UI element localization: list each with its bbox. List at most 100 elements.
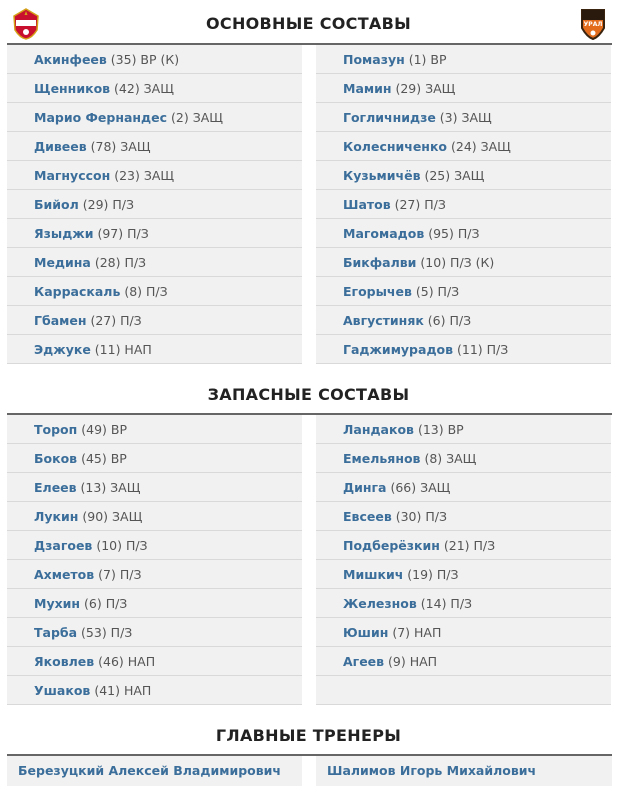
player-row: Шатов (27) П/З xyxy=(316,190,611,219)
player-name-link[interactable]: Яковлев xyxy=(34,654,95,669)
player-info: (42) ЗАЩ xyxy=(110,81,174,96)
player-row: Языджи (97) П/З xyxy=(7,219,302,248)
player-info: (90) ЗАЩ xyxy=(78,509,143,524)
player-info: (23) ЗАЩ xyxy=(110,168,175,183)
player-row: Мамин (29) ЗАЩ xyxy=(316,74,611,103)
player-info: (30) П/З xyxy=(391,509,447,524)
svg-text:УРАЛ: УРАЛ xyxy=(584,21,603,28)
player-info: (24) ЗАЩ xyxy=(447,139,511,154)
player-info: (45) ВР xyxy=(77,451,127,466)
player-row: Ушаков (41) НАП xyxy=(7,676,302,705)
player-name-link[interactable]: Дивеев xyxy=(34,139,87,154)
player-name-link[interactable]: Акинфеев xyxy=(34,52,107,67)
player-name-link[interactable]: Ахметов xyxy=(34,567,95,582)
player-name-link[interactable]: Мишкич xyxy=(343,567,404,582)
player-row: Яковлев (46) НАП xyxy=(7,647,302,676)
player-info: (10) П/З (К) xyxy=(416,255,495,270)
player-row: Боков (45) ВР xyxy=(7,444,302,473)
player-row: Тороп (49) ВР xyxy=(7,415,302,444)
player-info: (7) НАП xyxy=(388,625,442,640)
player-name-link[interactable]: Тороп xyxy=(34,422,78,437)
player-name-link[interactable]: Языджи xyxy=(34,226,94,241)
player-name-link[interactable]: Бикфалви xyxy=(343,255,417,270)
player-info: (8) ЗАЩ xyxy=(420,451,477,466)
home-coach[interactable]: Березуцкий Алексей Владимирович xyxy=(7,756,302,786)
player-name-link[interactable]: Карраскаль xyxy=(34,284,121,299)
player-name-link[interactable]: Кузьмичёв xyxy=(343,168,421,183)
player-name-link[interactable]: Гбамен xyxy=(34,313,87,328)
player-name-link[interactable]: Лукин xyxy=(34,509,79,524)
divider xyxy=(7,413,612,415)
player-name-link[interactable]: Августиняк xyxy=(343,313,424,328)
player-name-link[interactable]: Железнов xyxy=(343,596,417,611)
player-info: (6) П/З xyxy=(80,596,128,611)
player-info: (27) П/З xyxy=(390,197,446,212)
player-name-link[interactable]: Юшин xyxy=(343,625,389,640)
player-info: (53) П/З xyxy=(77,625,133,640)
player-row: Эджуке (11) НАП xyxy=(7,335,302,364)
player-name-link[interactable]: Елеев xyxy=(34,480,77,495)
player-name-link[interactable]: Агеев xyxy=(343,654,385,669)
player-row: Карраскаль (8) П/З xyxy=(7,277,302,306)
player-info: (14) П/З xyxy=(416,596,473,611)
player-row: Подберёзкин (21) П/З xyxy=(316,531,611,560)
player-row: Елеев (13) ЗАЩ xyxy=(7,473,302,502)
player-row: Дивеев (78) ЗАЩ xyxy=(7,132,302,161)
player-row: Щенников (42) ЗАЩ xyxy=(7,74,302,103)
player-row: Кузьмичёв (25) ЗАЩ xyxy=(316,161,611,190)
player-row: Железнов (14) П/З xyxy=(316,589,611,618)
player-name-link[interactable]: Боков xyxy=(34,451,78,466)
player-name-link[interactable]: Гаджимурадов xyxy=(343,342,454,357)
player-row: Емельянов (8) ЗАЩ xyxy=(316,444,611,473)
player-name-link[interactable]: Дзагоев xyxy=(34,538,93,553)
home-starting-list: Акинфеев (35) ВР (К) Щенников (42) ЗАЩ Мар… xyxy=(7,45,302,364)
player-name-link[interactable]: Гоглични​дзе xyxy=(343,110,436,125)
player-name-link[interactable]: Щенников xyxy=(34,81,111,96)
section-title-subs: ЗАПАСНЫЕ СОСТАВЫ xyxy=(207,385,410,404)
player-name-link[interactable]: Тарба xyxy=(34,625,78,640)
player-row: Бийол (29) П/З xyxy=(7,190,302,219)
player-name-link[interactable]: Подберёзкин xyxy=(343,538,440,553)
player-name-link[interactable]: Медина xyxy=(34,255,91,270)
player-name-link[interactable]: Магомадов xyxy=(343,226,425,241)
player-name-link[interactable]: Емельянов xyxy=(343,451,421,466)
player-row: Гбамен (27) П/З xyxy=(7,306,302,335)
player-name-link[interactable]: Динга xyxy=(343,480,387,495)
player-info: (28) П/З xyxy=(90,255,147,270)
away-coach[interactable]: Шалимов Игорь Михайлович xyxy=(316,756,612,786)
home-subs-list: Тороп (49) ВР Боков (45) ВР Елеев (13) ЗАЩ… xyxy=(7,415,302,705)
player-name-link[interactable]: Ландаков xyxy=(343,422,414,437)
away-subs-list: Ландаков (13) ВР Емельянов (8) ЗАЩ Динга (… xyxy=(316,415,611,705)
player-row: Ландаков (13) ВР xyxy=(316,415,611,444)
player-name-link[interactable]: Колесниченко xyxy=(343,139,448,154)
ural-logo: УРАЛ xyxy=(581,9,605,40)
player-row: Марио Фернандес (2) ЗАЩ xyxy=(7,103,302,132)
player-row: Гоглични​дзе (3) ЗАЩ xyxy=(316,103,611,132)
player-name-link[interactable]: Бийол xyxy=(34,197,79,212)
player-name-link[interactable]: Магнуссон xyxy=(34,168,111,183)
divider xyxy=(7,43,612,45)
section-title-starting: ОСНОВНЫЕ СОСТАВЫ xyxy=(206,14,411,33)
player-info: (3) ЗАЩ xyxy=(435,110,492,125)
player-info: (21) П/З xyxy=(439,538,496,553)
away-starting-list: Помазун (1) ВР Мамин (29) ЗАЩ Гоглични​дзе… xyxy=(316,45,611,364)
player-name-link[interactable]: Эджуке xyxy=(34,342,91,357)
player-row: Мишкич (19) П/З xyxy=(316,560,611,589)
player-row: Мухин (6) П/З xyxy=(7,589,302,618)
player-name-link[interactable]: Евсеев xyxy=(343,509,392,524)
player-info: (35) ВР (К) xyxy=(106,52,180,67)
player-row: Евсеев (30) П/З xyxy=(316,502,611,531)
player-info: (10) П/З xyxy=(92,538,148,553)
player-row: Динга (66) ЗАЩ xyxy=(316,473,611,502)
player-name-link[interactable]: Шатов xyxy=(343,197,391,212)
player-info: (1) ВР xyxy=(404,52,447,67)
player-name-link[interactable]: Помазун xyxy=(343,52,405,67)
player-name-link[interactable]: Мухин xyxy=(34,596,81,611)
player-name-link[interactable]: Марио Фернандес xyxy=(34,110,168,125)
player-name-link[interactable]: Егорычев xyxy=(343,284,412,299)
player-name-link[interactable]: Ушаков xyxy=(34,683,91,698)
divider xyxy=(7,754,612,756)
player-name-link[interactable]: Мамин xyxy=(343,81,392,96)
player-row: Бикфалви (10) П/З (К) xyxy=(316,248,611,277)
player-info: (11) НАП xyxy=(90,342,152,357)
